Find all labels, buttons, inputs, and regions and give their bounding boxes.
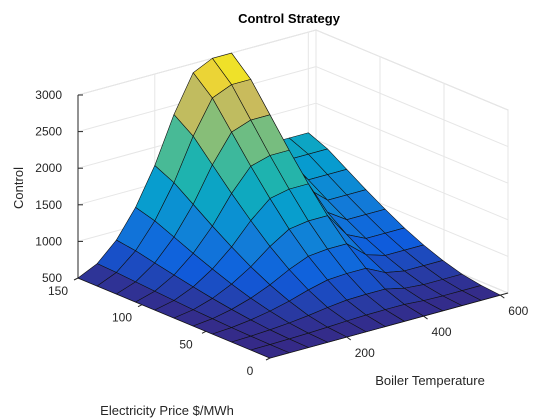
surface-face bbox=[250, 344, 290, 359]
z-tick-label: 1500 bbox=[35, 198, 62, 212]
z-tick-label: 3000 bbox=[35, 88, 62, 102]
y-tick-label: 0 bbox=[247, 364, 254, 378]
z-tick-label: 500 bbox=[42, 271, 62, 285]
tick-mark bbox=[201, 330, 207, 334]
tick-mark bbox=[73, 277, 79, 281]
tick-mark bbox=[346, 336, 352, 341]
z-tick-label: 1000 bbox=[35, 234, 62, 248]
tick-mark bbox=[500, 294, 505, 299]
x-axis-label: Boiler Temperature bbox=[375, 373, 485, 388]
y-tick-label: 50 bbox=[179, 337, 193, 351]
x-tick-label: 400 bbox=[432, 325, 452, 339]
y-tick-label: 150 bbox=[48, 284, 68, 298]
tick-mark bbox=[137, 304, 143, 308]
y-axis-label: Electricity Price $/MWh bbox=[100, 403, 234, 418]
grid-line bbox=[315, 139, 509, 221]
grid-line bbox=[77, 29, 317, 96]
z-axis-label: Control bbox=[11, 167, 26, 209]
x-tick-label: 200 bbox=[355, 346, 375, 360]
z-tick-label: 2000 bbox=[35, 161, 62, 175]
tick-mark bbox=[423, 315, 428, 320]
grid-line bbox=[315, 29, 509, 111]
grid-line bbox=[315, 102, 509, 184]
surface bbox=[77, 52, 501, 359]
tick-mark bbox=[265, 357, 271, 361]
z-tick-label: 2500 bbox=[35, 125, 62, 139]
grid-line bbox=[315, 66, 509, 148]
chart-title: Control Strategy bbox=[238, 11, 341, 26]
y-tick-label: 100 bbox=[112, 311, 132, 325]
x-tick-label: 600 bbox=[508, 304, 528, 318]
